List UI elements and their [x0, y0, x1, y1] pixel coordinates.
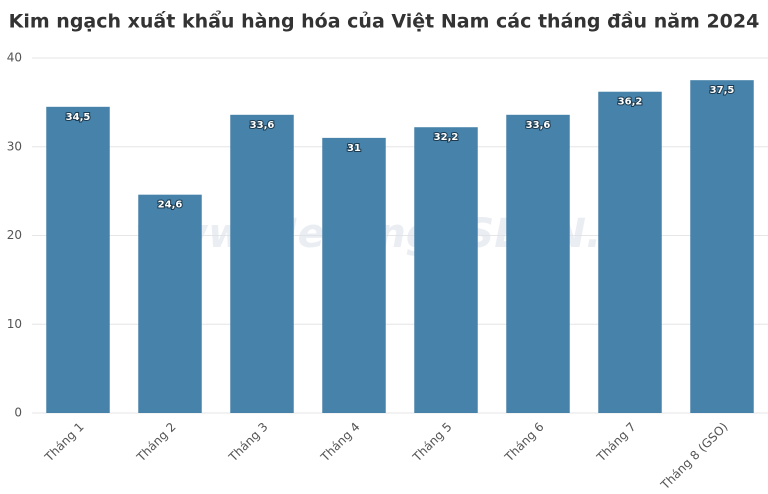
x-tick-label: Tháng 8 (GSO) [657, 420, 730, 493]
value-label: 32,2 [434, 132, 459, 143]
x-tick-label: Tháng 5 [409, 420, 454, 465]
y-tick-label: 20 [7, 228, 22, 242]
y-tick-label: 10 [7, 317, 22, 331]
bar [414, 127, 478, 413]
bar [138, 194, 202, 413]
value-label: 33,6 [250, 120, 275, 131]
chart-title: Kim ngạch xuất khẩu hàng hóa của Việt Na… [9, 10, 760, 33]
bar [690, 80, 754, 413]
value-label: 24,6 [158, 200, 183, 211]
y-tick-label: 0 [14, 406, 22, 420]
watermark: www.MekongASEAN.vn [134, 211, 655, 257]
x-tick-label: Tháng 3 [225, 420, 270, 465]
value-label: 31 [347, 143, 361, 154]
value-label: 34,5 [66, 112, 91, 123]
x-tick-label: Tháng 1 [41, 420, 86, 465]
y-tick-label: 40 [7, 51, 22, 65]
x-tick-label: Tháng 4 [317, 420, 362, 465]
x-tick-label: Tháng 6 [501, 420, 546, 465]
bar [322, 137, 386, 413]
bar [230, 114, 294, 414]
value-label: 33,6 [526, 120, 551, 131]
bar [46, 106, 110, 413]
x-tick-label: Tháng 2 [133, 420, 178, 465]
bar [506, 114, 570, 414]
value-label: 36,2 [618, 97, 643, 108]
x-tick-label: Tháng 7 [593, 420, 638, 465]
value-label: 37,5 [710, 85, 735, 96]
y-tick-label: 30 [7, 139, 22, 153]
bar [598, 91, 662, 413]
